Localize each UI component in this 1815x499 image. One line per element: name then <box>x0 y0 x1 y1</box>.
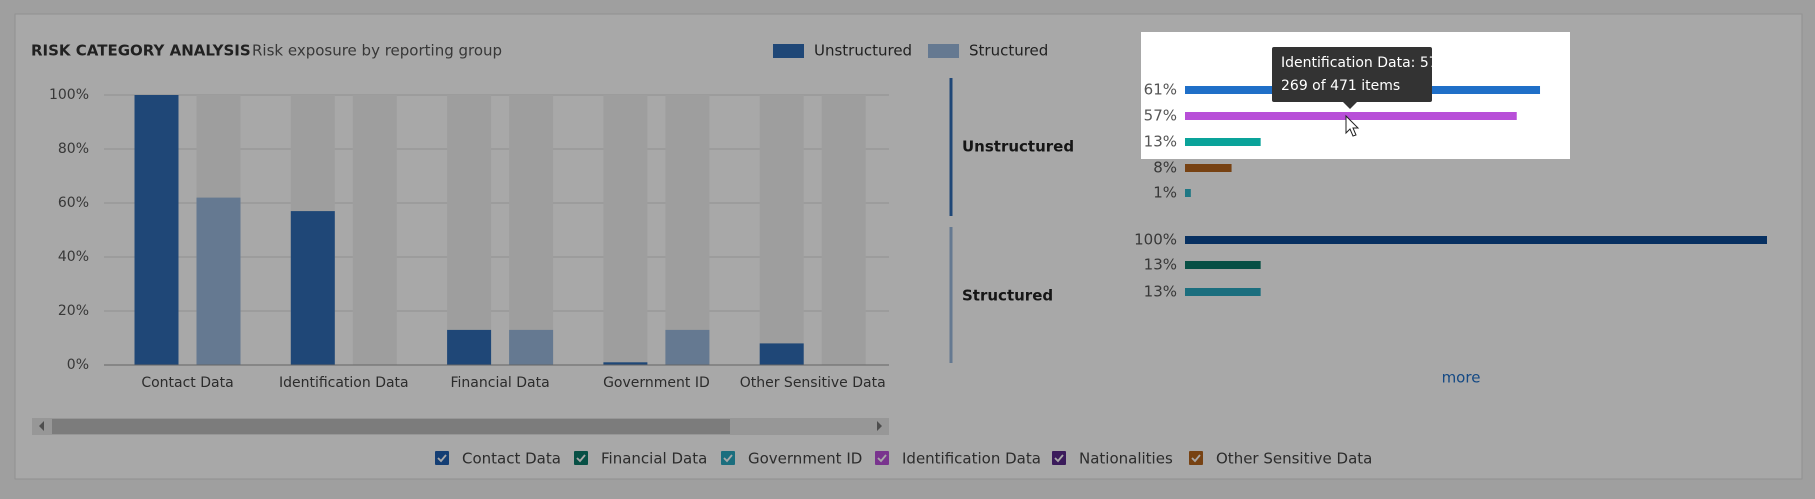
bar-track <box>821 95 866 365</box>
bar-track <box>352 95 397 365</box>
x-tick-label: Financial Data <box>451 375 550 391</box>
value-label: 13% <box>1144 133 1177 151</box>
y-tick-label: 0% <box>67 357 89 373</box>
check-mark <box>1191 454 1201 463</box>
y-tick-label: 100% <box>49 87 89 103</box>
filter-checkbox[interactable] <box>721 451 735 465</box>
check-mark <box>723 454 733 463</box>
value-label: 13% <box>1144 256 1177 274</box>
value-label: 57% <box>1144 107 1177 125</box>
bar[interactable] <box>665 329 710 365</box>
filter-label: Other Sensitive Data <box>1216 450 1372 468</box>
hbar[interactable] <box>1185 164 1232 172</box>
filter-label: Nationalities <box>1079 450 1173 468</box>
filter-checkbox[interactable] <box>875 451 889 465</box>
bar[interactable] <box>509 329 554 365</box>
x-tick-label: Government ID <box>603 375 710 391</box>
filter-label: Contact Data <box>462 450 561 468</box>
y-tick-label: 60% <box>58 195 89 211</box>
legend-label: Structured <box>969 42 1048 60</box>
value-label: 100% <box>1134 231 1177 249</box>
hbar[interactable] <box>1185 288 1261 296</box>
filter-checkbox[interactable] <box>1189 451 1203 465</box>
hbar[interactable] <box>1185 189 1191 197</box>
check-mark <box>1054 454 1064 463</box>
x-tick-label: Contact Data <box>141 375 233 391</box>
filter-checkbox[interactable] <box>574 451 588 465</box>
y-tick-label: 20% <box>58 303 89 319</box>
bar-track <box>665 95 710 365</box>
tooltip-title: Identification Data: 57% <box>1281 55 1451 71</box>
legend-swatch <box>928 44 959 58</box>
group-label: Structured <box>962 287 1053 305</box>
check-mark <box>437 454 447 463</box>
hbar[interactable] <box>1185 138 1261 146</box>
check-mark <box>576 454 586 463</box>
y-tick-label: 40% <box>58 249 89 265</box>
tooltip-box <box>1272 47 1432 102</box>
value-label: 13% <box>1144 283 1177 301</box>
hbar[interactable] <box>1185 236 1767 244</box>
value-label: 8% <box>1153 159 1177 177</box>
bar-track <box>447 95 492 365</box>
bar-track <box>759 95 804 365</box>
filter-label: Government ID <box>748 450 862 468</box>
x-tick-label: Other Sensitive Data <box>740 375 886 391</box>
bar[interactable] <box>196 197 241 365</box>
bar[interactable] <box>447 329 492 365</box>
bar-track <box>603 95 648 365</box>
legend-swatch <box>773 44 804 58</box>
x-tick-label: Identification Data <box>279 375 409 391</box>
y-tick-label: 80% <box>58 141 89 157</box>
filter-label: Identification Data <box>902 450 1041 468</box>
filter-checkbox[interactable] <box>435 451 449 465</box>
hbar[interactable] <box>1185 261 1261 269</box>
hbar[interactable] <box>1185 112 1517 120</box>
title: RISK CATEGORY ANALYSIS <box>31 42 251 60</box>
filter-label: Financial Data <box>601 450 707 468</box>
value-label: 1% <box>1153 184 1177 202</box>
bar[interactable] <box>759 343 804 365</box>
tooltip-pointer <box>1343 102 1357 109</box>
subtitle: Risk exposure by reporting group <box>252 42 502 60</box>
more-link[interactable]: more <box>1442 369 1481 387</box>
bar-track <box>509 95 554 365</box>
bar[interactable] <box>134 95 179 365</box>
value-label: 61% <box>1144 81 1177 99</box>
check-mark <box>877 454 887 463</box>
legend-label: Unstructured <box>814 42 912 60</box>
scrollbar-thumb[interactable] <box>52 419 730 434</box>
tooltip-detail: 269 of 471 items <box>1281 78 1400 94</box>
bar[interactable] <box>290 211 335 365</box>
cursor <box>1345 114 1360 137</box>
bar[interactable] <box>603 362 648 365</box>
filter-checkbox[interactable] <box>1052 451 1066 465</box>
group-label: Unstructured <box>962 138 1074 156</box>
